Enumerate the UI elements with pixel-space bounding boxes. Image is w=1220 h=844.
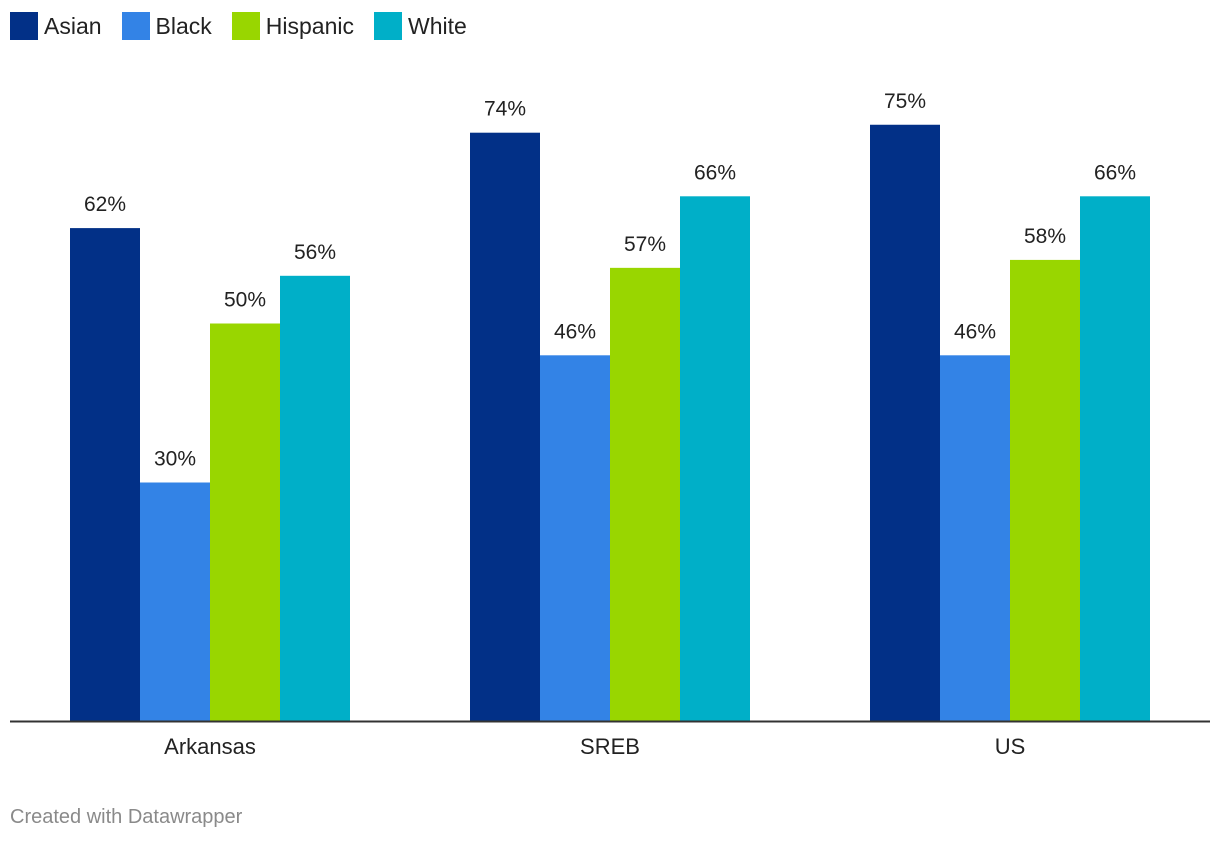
bar-us-hispanic	[1010, 259, 1080, 721]
legend-item-white: White	[374, 12, 467, 40]
legend-swatch-asian	[10, 12, 38, 40]
data-label-us-black: 46%	[954, 320, 996, 343]
bar-arkansas-hispanic	[210, 323, 280, 721]
legend-label-hispanic: Hispanic	[265, 13, 355, 39]
bar-group-arkansas: 62% 30% 50% 56%	[70, 193, 350, 721]
data-label-us-asian: 75%	[884, 90, 926, 113]
legend-label-white: White	[408, 13, 467, 39]
data-label-us-white: 66%	[1094, 161, 1136, 184]
bar-arkansas-black	[140, 482, 210, 721]
bar-us-asian	[870, 124, 940, 721]
bar-sreb-black	[540, 355, 610, 721]
legend-item-asian: Asian	[10, 12, 102, 40]
bar-sreb-white	[680, 196, 750, 722]
bar-arkansas-asian	[70, 228, 140, 721]
legend-swatch-hispanic	[231, 12, 260, 40]
legend-label-black: Black	[155, 13, 212, 39]
bar-group-sreb: 74% 46% 57% 66%	[470, 98, 750, 722]
data-label-us-hispanic: 58%	[1024, 225, 1066, 248]
legend-label-asian: Asian	[44, 13, 102, 39]
bar-arkansas-white	[280, 275, 350, 721]
x-tick-label-us: US	[995, 734, 1026, 759]
bar-chart: 62% 30% 50% 56% Arkansas 74% 46% 57% 66% SREB 75% 4…	[10, 90, 1210, 759]
x-tick-label-sreb: SREB	[580, 734, 640, 759]
x-tick-label-arkansas: Arkansas	[164, 734, 256, 759]
bar-group-us: 75% 46% 58% 66%	[870, 90, 1150, 722]
data-label-sreb-white: 66%	[694, 161, 736, 184]
data-label-arkansas-white: 56%	[294, 241, 336, 264]
chart-legend: Asian Black Hispanic White	[10, 10, 487, 42]
bar-sreb-asian	[470, 132, 540, 721]
data-label-sreb-asian: 74%	[484, 98, 526, 121]
legend-swatch-black	[121, 12, 150, 40]
data-label-sreb-black: 46%	[554, 320, 596, 343]
bar-us-white	[1080, 196, 1150, 722]
data-label-sreb-hispanic: 57%	[624, 233, 666, 256]
data-label-arkansas-asian: 62%	[84, 193, 126, 216]
bar-sreb-hispanic	[610, 267, 680, 721]
legend-item-hispanic: Hispanic	[231, 12, 355, 40]
data-label-arkansas-hispanic: 50%	[224, 289, 266, 312]
data-label-arkansas-black: 30%	[154, 448, 196, 471]
legend-swatch-white	[374, 12, 403, 40]
legend-item-black: Black	[121, 12, 212, 40]
bar-us-black	[940, 355, 1010, 721]
datawrapper-credit: Created with Datawrapper	[10, 806, 243, 828]
